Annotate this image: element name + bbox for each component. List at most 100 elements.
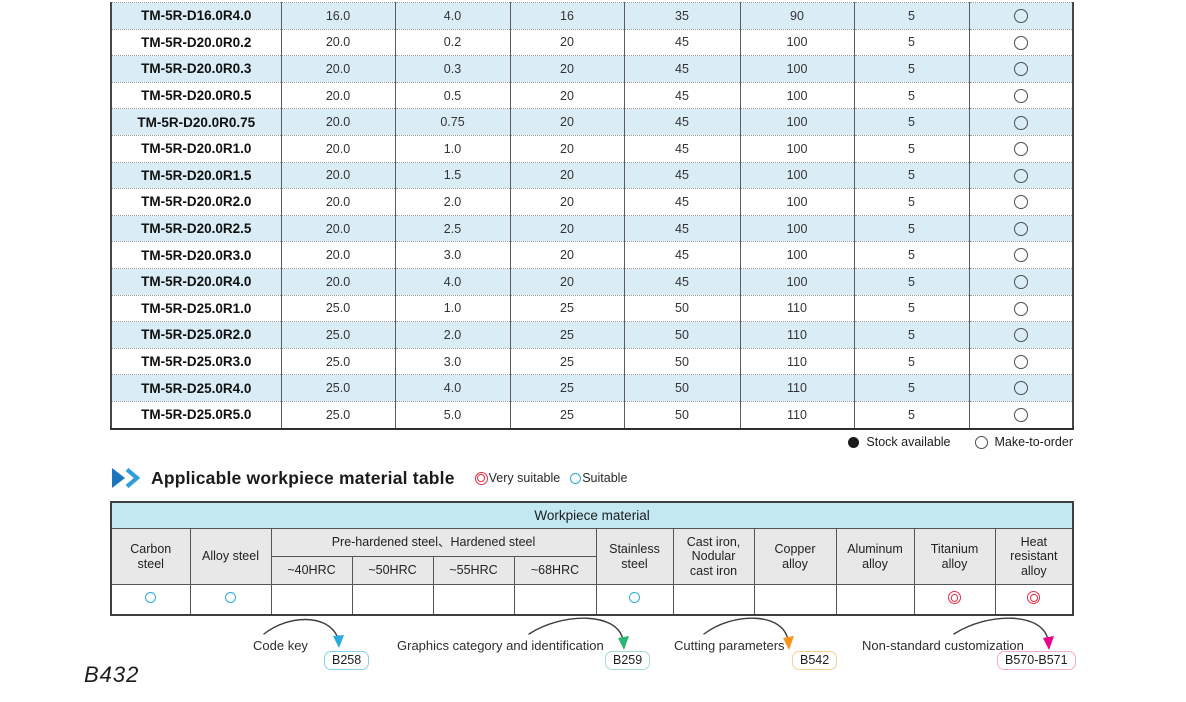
spec-value-cell: 5.0 <box>394 400 510 429</box>
spec-stock-cell <box>968 2 1073 30</box>
spec-value-cell: 100 <box>739 55 854 83</box>
spec-stock-cell <box>968 28 1073 56</box>
spec-value-cell: 16 <box>509 2 624 30</box>
very-suitable-circle-icon <box>1027 591 1041 605</box>
workpiece-suitability-cell <box>672 584 755 616</box>
spec-value-cell: 100 <box>739 108 854 136</box>
spec-value-cell: 20 <box>509 161 624 189</box>
spec-value-cell: 45 <box>623 241 740 269</box>
spec-stock-cell <box>968 108 1073 136</box>
spec-value-cell: 100 <box>739 267 854 296</box>
workpiece-suitability-cell <box>513 584 597 616</box>
spec-stock-cell <box>968 81 1073 109</box>
stock-circle-icon <box>1013 221 1028 236</box>
spec-value-cell: 20 <box>509 28 624 56</box>
spec-value-cell: 0.3 <box>394 55 510 83</box>
spec-stock-cell <box>968 400 1073 429</box>
spec-value-cell: 0.5 <box>394 81 510 109</box>
spec-value-cell: 50 <box>623 374 740 402</box>
spec-value-cell: 25 <box>509 347 624 375</box>
spec-stock-cell <box>968 214 1073 242</box>
spec-value-cell: 5 <box>853 214 969 242</box>
spec-model-cell: TM-5R-D25.0R1.0 <box>111 294 281 322</box>
col-header-50hrc: ~50HRC <box>351 556 434 585</box>
graphics-category-badge[interactable]: B259 <box>605 651 651 670</box>
stock-circle-icon <box>1013 328 1028 343</box>
workpiece-suitability-cell <box>595 584 674 616</box>
code-key-badge[interactable]: B258 <box>324 651 370 670</box>
spec-value-cell: 20 <box>509 55 624 83</box>
very-suitable-legend-item: Very suitable <box>474 471 560 485</box>
suitability-legend: Very suitable Suitable <box>467 471 627 485</box>
spec-row: TM-5R-D20.0R4.0 20.0 4.0 20 45 100 5 <box>111 267 1073 296</box>
spec-value-cell: 100 <box>739 161 854 189</box>
spec-stock-cell <box>968 294 1073 322</box>
spec-row: TM-5R-D20.0R0.3 20.0 0.3 20 45 100 5 <box>111 55 1073 83</box>
spec-value-cell: 20.0 <box>280 188 395 216</box>
col-header-heat-resistant-alloy: Heat resistant alloy <box>994 528 1074 585</box>
non-standard-customization-arrow-icon <box>953 617 1054 650</box>
spec-row: TM-5R-D25.0R1.0 25.0 1.0 25 50 110 5 <box>111 294 1073 322</box>
cutting-parameters-label: Cutting parameters <box>674 638 785 653</box>
workpiece-table: Workpiece material Carbon steel Alloy st… <box>110 501 1075 616</box>
spec-value-cell: 2.0 <box>394 188 510 216</box>
spec-stock-cell <box>968 267 1073 296</box>
spec-value-cell: 45 <box>623 108 740 136</box>
col-group-hardened-steel: Pre-hardened steel、Hardened steel <box>270 528 597 557</box>
spec-row: TM-5R-D20.0R0.75 20.0 0.75 20 45 100 5 <box>111 108 1073 136</box>
spec-stock-cell <box>968 347 1073 375</box>
spec-value-cell: 5 <box>853 134 969 163</box>
spec-model-cell: TM-5R-D20.0R3.0 <box>111 241 281 269</box>
stock-available-label: Stock available <box>866 435 951 449</box>
workpiece-suitability-cell <box>835 584 915 616</box>
spec-value-cell: 110 <box>739 294 854 322</box>
spec-model-cell: TM-5R-D25.0R4.0 <box>111 374 281 402</box>
spec-value-cell: 100 <box>739 134 854 163</box>
stock-available-icon <box>848 436 860 448</box>
spec-value-cell: 20 <box>509 108 624 136</box>
spec-value-cell: 100 <box>739 28 854 56</box>
spec-value-cell: 3.0 <box>394 347 510 375</box>
spec-value-cell: 25 <box>509 374 624 402</box>
spec-value-cell: 45 <box>623 214 740 242</box>
spec-value-cell: 20 <box>509 188 624 216</box>
spec-value-cell: 5 <box>853 161 969 189</box>
spec-value-cell: 100 <box>739 81 854 109</box>
stock-circle-icon <box>1013 248 1028 263</box>
spec-stock-cell <box>968 374 1073 402</box>
workpiece-suitability-cell <box>994 584 1074 616</box>
suitable-legend-item: Suitable <box>570 471 627 485</box>
non-standard-customization-badge[interactable]: B570-B571 <box>997 651 1076 670</box>
suitable-circle-icon <box>629 592 640 604</box>
spec-model-cell: TM-5R-D20.0R1.5 <box>111 161 281 189</box>
spec-value-cell: 4.0 <box>394 374 510 402</box>
spec-value-cell: 50 <box>623 294 740 322</box>
stock-circle-icon <box>1013 35 1028 50</box>
spec-value-cell: 50 <box>623 321 740 349</box>
spec-model-cell: TM-5R-D20.0R0.5 <box>111 81 281 109</box>
spec-value-cell: 20.0 <box>280 108 395 136</box>
cutting-parameters-badge[interactable]: B542 <box>792 651 838 670</box>
spec-row: TM-5R-D20.0R0.2 20.0 0.2 20 45 100 5 <box>111 28 1073 56</box>
graphics-category-label: Graphics category and identification <box>397 638 604 653</box>
spec-model-cell: TM-5R-D25.0R2.0 <box>111 321 281 349</box>
non-standard-customization-label: Non-standard customization <box>862 638 1024 653</box>
very-suitable-circle-icon <box>948 591 961 605</box>
col-header-carbon-steel: Carbon steel <box>110 528 191 585</box>
spec-value-cell: 5 <box>853 28 969 56</box>
spec-value-cell: 100 <box>739 214 854 242</box>
spec-value-cell: 45 <box>623 81 740 109</box>
spec-value-cell: 100 <box>739 241 854 269</box>
spec-value-cell: 2.0 <box>394 321 510 349</box>
spec-value-cell: 25 <box>509 400 624 429</box>
spec-row: TM-5R-D25.0R3.0 25.0 3.0 25 50 110 5 <box>111 347 1073 375</box>
spec-value-cell: 20.0 <box>280 55 395 83</box>
spec-value-cell: 5 <box>853 55 969 83</box>
spec-value-cell: 20.0 <box>280 161 395 189</box>
spec-value-cell: 20.0 <box>280 81 395 109</box>
spec-value-cell: 5 <box>853 321 969 349</box>
spec-model-cell: TM-5R-D25.0R5.0 <box>111 400 281 429</box>
workpiece-suitability-cell <box>432 584 515 616</box>
spec-value-cell: 20.0 <box>280 267 395 296</box>
